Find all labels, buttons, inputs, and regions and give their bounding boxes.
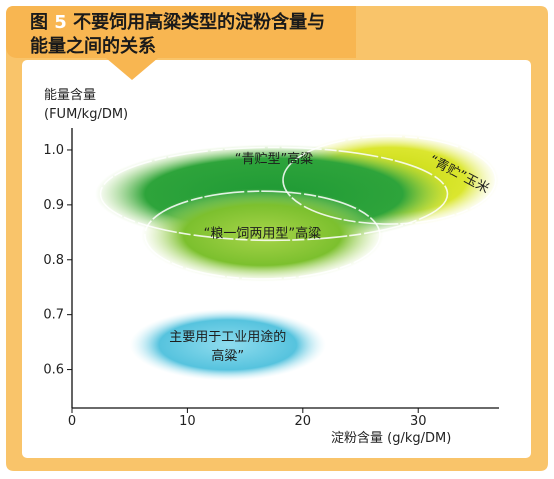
y-tick-label-4: 1.0: [43, 143, 64, 158]
region-outline-2: [99, 146, 449, 242]
region-label-3: “粮一饲两用型”高粱: [204, 225, 321, 241]
x-tick-label-3: 30: [410, 414, 427, 429]
region-label-2: “青贮型”高粱: [235, 151, 313, 167]
region-label-4: 主要用于工业用途的高粱”: [169, 329, 286, 364]
y-tick-label-1: 0.7: [43, 308, 64, 323]
title-prefix: 图: [30, 12, 48, 33]
header-pointer: [106, 58, 158, 80]
x-axis-label: 淀粉含量 (g/kg/DM): [331, 430, 451, 446]
title-line-1: 图 5 不要饲用高粱类型的淀粉含量与: [30, 11, 325, 33]
x-tick-label-2: 20: [295, 414, 312, 429]
y-tick-label-3: 0.9: [43, 198, 64, 213]
title-text-1: 不要饲用高粱类型的淀粉含量与: [73, 11, 325, 33]
y-tick-label-0: 0.6: [43, 363, 64, 378]
header-band: [6, 6, 356, 80]
axes-layer: [71, 128, 499, 409]
region-outline-3: [144, 190, 381, 280]
region-ellipse-4: [129, 309, 326, 381]
title-line-2: 能量之间的关系: [30, 35, 156, 57]
ticks-layer: 0.6 0.7 0.8 0.9 1.0 0 10 20 30: [43, 143, 426, 429]
y-axis-label-line-1: 能量含量: [44, 87, 96, 103]
x-tick-label-1: 10: [179, 414, 196, 429]
region-outline-1: [282, 135, 497, 225]
title-number: 5: [54, 12, 67, 33]
y-tick-label-2: 0.8: [43, 253, 64, 268]
y-axis-label-line-2: (FUM/kg/DM): [44, 107, 128, 122]
x-tick-label-0: 0: [68, 414, 76, 429]
region-ellipse-3: [141, 188, 384, 282]
